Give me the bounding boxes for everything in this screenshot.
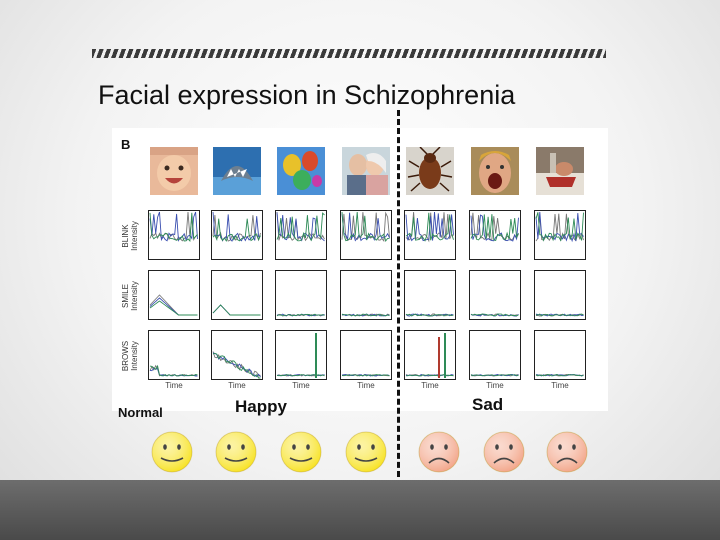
happy-face-icon bbox=[279, 430, 323, 474]
plot-smile-4 bbox=[340, 270, 392, 320]
label-sad: Sad bbox=[472, 395, 504, 414]
plot-smile-2 bbox=[211, 270, 263, 320]
plot-brows-6 bbox=[469, 330, 521, 380]
row-label-smile: SMILE Intensity bbox=[116, 269, 144, 323]
time-axis-label: Time bbox=[486, 381, 504, 390]
time-axis-label: Time bbox=[357, 381, 375, 390]
cockroach-photo bbox=[406, 147, 454, 195]
plot-brows-3 bbox=[275, 330, 327, 380]
plot-smile-7 bbox=[534, 270, 586, 320]
time-axis-label: Time bbox=[421, 381, 439, 390]
baby-photo bbox=[150, 147, 198, 195]
plot-blink-1 bbox=[148, 210, 200, 260]
plot-brows-1 bbox=[148, 330, 200, 380]
plot-smile-1 bbox=[148, 270, 200, 320]
plot-blink-6 bbox=[469, 210, 521, 260]
time-axis-label: Time bbox=[551, 381, 569, 390]
plot-smile-5 bbox=[404, 270, 456, 320]
plot-brows-2 bbox=[211, 330, 263, 380]
plot-brows-4 bbox=[340, 330, 392, 380]
happy-face-icon bbox=[214, 430, 258, 474]
plot-brows-7 bbox=[534, 330, 586, 380]
row-label-smile-unit: Intensity bbox=[130, 281, 139, 311]
row-label-brows-name: BROWS bbox=[121, 340, 130, 372]
sad-face-icon bbox=[417, 430, 461, 474]
label-normal: Normal bbox=[118, 405, 163, 420]
plot-smile-6 bbox=[469, 270, 521, 320]
plot-blink-3 bbox=[275, 210, 327, 260]
plot-blink-2 bbox=[211, 210, 263, 260]
injured-person-photo bbox=[536, 147, 584, 195]
happy-face-icon bbox=[150, 430, 194, 474]
bottom-band bbox=[0, 480, 720, 540]
plot-blink-7 bbox=[534, 210, 586, 260]
couple-photo bbox=[342, 147, 390, 195]
time-axis-label: Time bbox=[292, 381, 310, 390]
row-label-blink-unit: Intensity bbox=[130, 221, 139, 251]
balloons-photo bbox=[277, 147, 325, 195]
happy-face-icon bbox=[344, 430, 388, 474]
label-happy: Happy bbox=[235, 397, 287, 416]
row-label-smile-name: SMILE bbox=[121, 283, 130, 309]
expression-figure: B BLINK Intensity SMILE Intensity BROWS Int… bbox=[112, 128, 608, 411]
plot-smile-3 bbox=[275, 270, 327, 320]
row-label-brows: BROWS Intensity bbox=[116, 329, 144, 383]
row-label-blink: BLINK Intensity bbox=[116, 209, 144, 263]
row-label-blink-name: BLINK bbox=[121, 224, 130, 248]
time-axis-label: Time bbox=[228, 381, 246, 390]
panel-letter: B bbox=[121, 137, 131, 152]
row-label-brows-unit: Intensity bbox=[130, 341, 139, 371]
shark-photo bbox=[213, 147, 261, 195]
dashed-divider bbox=[397, 110, 400, 495]
slide-title: Facial expression in Schizophrenia bbox=[98, 80, 516, 110]
plot-brows-5 bbox=[404, 330, 456, 380]
plot-blink-5 bbox=[404, 210, 456, 260]
time-axis-label: Time bbox=[165, 381, 183, 390]
screaming-man-photo bbox=[471, 147, 519, 195]
sad-face-icon bbox=[545, 430, 589, 474]
plot-blink-4 bbox=[340, 210, 392, 260]
decorative-stripe bbox=[92, 49, 606, 58]
sad-face-icon bbox=[482, 430, 526, 474]
